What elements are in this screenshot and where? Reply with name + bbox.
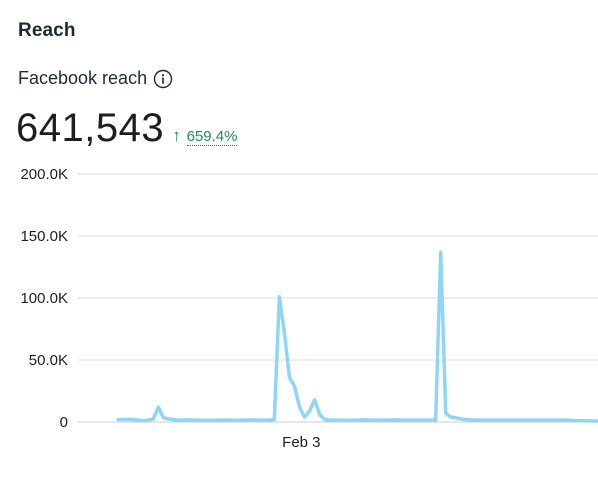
metric-value-row: 641,543 ↑ 659.4% [16,106,238,151]
metric-label: Facebook reach [18,68,148,88]
section-title: Reach [18,20,76,41]
change-percentage[interactable]: 659.4% [186,128,238,146]
y-axis-labels: 0 50.0K 100.0K 150.0K 200.0K [20,166,68,431]
grid-lines [78,173,598,423]
y-tick-label: 50.0K [29,352,68,369]
y-tick-label: 200.0K [20,166,68,183]
y-tick-label: 0 [60,414,68,431]
x-tick-label: Feb 3 [282,434,320,451]
metric-value: 641,543 [16,106,165,150]
reach-series-line[interactable] [116,250,598,423]
arrow-up-icon: ↑ [172,126,181,145]
metric-header: Facebook reach [18,68,173,89]
x-axis-labels: Feb 3 [282,434,320,451]
reach-line-chart: 0 50.0K 100.0K 150.0K 200.0K Feb 3 [20,166,598,451]
y-tick-label: 150.0K [20,228,68,245]
series-layer [116,250,598,423]
change-indicator: ↑ 659.4% [172,126,238,146]
y-tick-label: 100.0K [20,290,68,307]
info-icon[interactable] [153,69,173,89]
